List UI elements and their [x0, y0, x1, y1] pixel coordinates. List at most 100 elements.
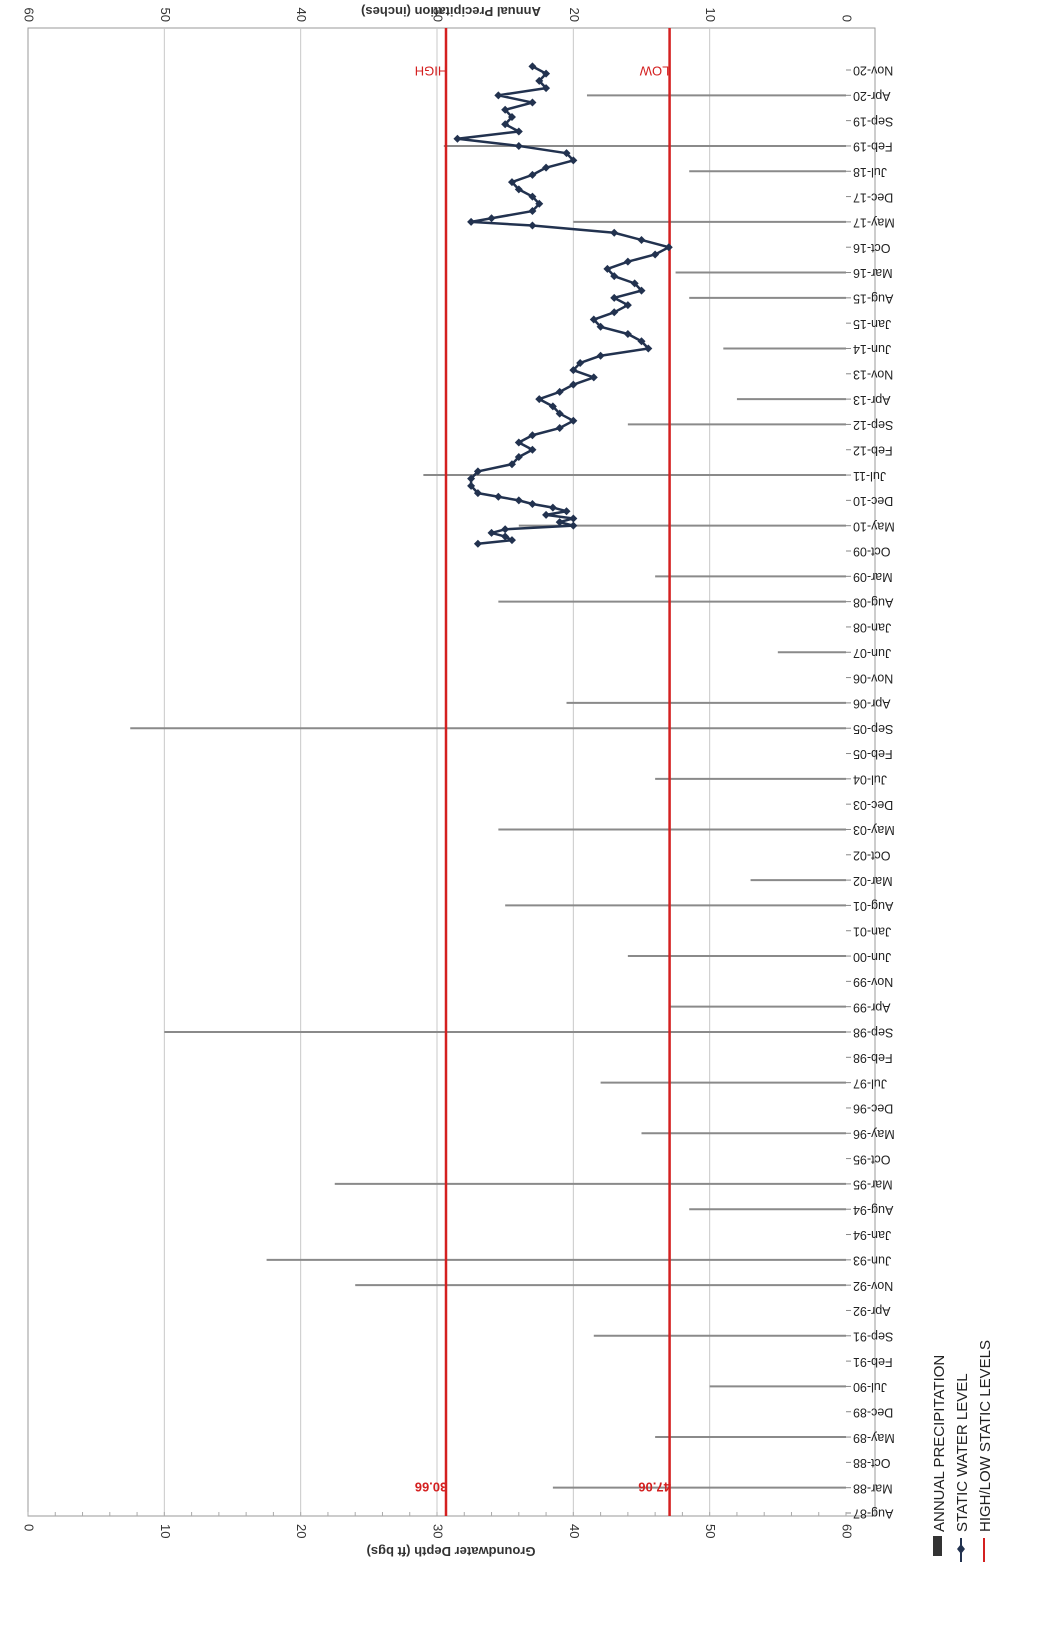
- water-level-point: [596, 351, 605, 360]
- water-level-point: [501, 120, 510, 129]
- date-tick-label: Aug-08: [853, 595, 893, 609]
- date-tick-label: Aug-87: [853, 1507, 893, 1521]
- water-level-point: [514, 438, 523, 447]
- date-tick-label: May-96: [853, 1127, 895, 1141]
- water-level-point: [542, 69, 551, 78]
- water-level-point: [542, 163, 551, 172]
- precip-axis-title: Annual Precipitation (inches): [361, 4, 541, 19]
- date-tick-label: Oct-88: [853, 1456, 891, 1470]
- depth-tick-label: 0: [22, 1524, 37, 1531]
- water-level-point: [528, 170, 537, 179]
- date-tick-label: Aug-94: [853, 1203, 893, 1217]
- date-tick-label: Dec-89: [853, 1405, 893, 1419]
- date-tick-label: May-03: [853, 823, 895, 837]
- date-tick-label: Sep-12: [853, 418, 893, 432]
- date-tick-label: Jan-15: [853, 317, 891, 331]
- legend-water-label: STATIC WATER LEVEL: [954, 1373, 971, 1532]
- date-tick-label: Apr-20: [853, 89, 891, 103]
- date-tick-label: Feb-05: [853, 747, 893, 761]
- water-level-point: [596, 322, 605, 331]
- depth-tick-label: 60: [840, 1524, 855, 1538]
- water-level-point: [501, 532, 510, 541]
- precip-tick-label: 10: [703, 8, 718, 22]
- water-level-point: [467, 481, 476, 490]
- legend-highlow-label: HIGH/LOW STATIC LEVELS: [977, 1340, 994, 1532]
- water-level-point: [644, 344, 653, 353]
- water-level-point: [507, 178, 516, 187]
- water-level-point: [528, 62, 537, 71]
- legend-precip-swatch: [933, 1536, 942, 1556]
- legend-precip-label: ANNUAL PRECIPITATION: [931, 1355, 948, 1532]
- reference-value-high: 30.66: [415, 1480, 448, 1495]
- date-tick-label: Feb-98: [853, 1051, 893, 1065]
- water-level-point: [569, 366, 578, 375]
- date-tick-label: May-17: [853, 216, 895, 230]
- water-level-point: [507, 536, 516, 545]
- water-level-point: [542, 510, 551, 519]
- date-tick-label: Feb-12: [853, 443, 893, 457]
- date-tick-label: Dec-03: [853, 798, 893, 812]
- precip-tick-label: 60: [22, 8, 37, 22]
- depth-tick-label: 40: [567, 1524, 582, 1538]
- legend-item-high-low: HIGH/LOW STATIC LEVELS: [977, 1340, 994, 1562]
- water-level-point: [487, 214, 496, 223]
- date-tick-label: Dec-17: [853, 190, 893, 204]
- date-tick-label: Jul-18: [853, 165, 887, 179]
- water-level-point: [467, 474, 476, 483]
- date-tick-label: Jan-08: [853, 621, 891, 635]
- date-tick-label: Nov-06: [853, 671, 893, 685]
- water-level-point: [555, 387, 564, 396]
- water-level-point: [494, 91, 503, 100]
- date-tick-label: Nov-99: [853, 975, 893, 989]
- date-tick-label: Jan-94: [853, 1228, 891, 1242]
- water-level-point: [467, 217, 476, 226]
- precip-tick-label: 0: [840, 15, 855, 22]
- water-level-point: [542, 84, 551, 93]
- date-tick-label: Aug-01: [853, 899, 893, 913]
- date-tick-label: Apr-13: [853, 393, 891, 407]
- date-tick-label: Feb-19: [853, 140, 893, 154]
- date-tick-label: Nov-92: [853, 1279, 893, 1293]
- water-level-point: [610, 272, 619, 281]
- water-level-point: [473, 539, 482, 548]
- water-level-point: [610, 293, 619, 302]
- water-level-point: [569, 514, 578, 523]
- water-level-point: [664, 243, 673, 252]
- date-tick-label: Oct-95: [853, 1152, 891, 1166]
- water-level-point: [473, 489, 482, 498]
- precip-tick-label: 50: [158, 8, 173, 22]
- water-level-series: [453, 62, 673, 548]
- water-level-point: [528, 445, 537, 454]
- water-level-point: [569, 380, 578, 389]
- depth-tick-label: 50: [703, 1524, 718, 1538]
- water-level-point: [535, 395, 544, 404]
- water-level-point: [514, 127, 523, 136]
- date-tick-label: Apr-92: [853, 1304, 891, 1318]
- reference-lines: HIGH 30.66 LOW 47.06: [415, 28, 671, 1516]
- water-level-point: [514, 452, 523, 461]
- date-tick-label: Sep-19: [853, 114, 893, 128]
- date-tick-label: Mar-02: [853, 874, 893, 888]
- water-level-point: [555, 518, 564, 527]
- date-tick-label: Dec-96: [853, 1102, 893, 1116]
- date-tick-label: Jun-14: [853, 342, 891, 356]
- reference-name-low: LOW: [639, 64, 669, 79]
- date-tick-label: Apr-99: [853, 1000, 891, 1014]
- water-level-point: [623, 257, 632, 266]
- water-level-point: [610, 228, 619, 237]
- legend-item-precipitation: ANNUAL PRECIPITATION: [931, 1355, 948, 1556]
- depth-tick-label: 20: [294, 1524, 309, 1538]
- water-level-point: [528, 207, 537, 216]
- water-level-point: [473, 467, 482, 476]
- date-tick-label: Sep-05: [853, 722, 893, 736]
- water-level-point: [569, 416, 578, 425]
- date-tick-label: Aug-15: [853, 292, 893, 306]
- water-level-point: [569, 156, 578, 165]
- date-tick-label: Mar-88: [853, 1481, 893, 1495]
- date-tick-label: Sep-91: [853, 1329, 893, 1343]
- date-tick-label: Sep-98: [853, 1026, 893, 1040]
- water-level-point: [487, 528, 496, 537]
- water-level-point: [528, 98, 537, 107]
- date-tick-label: Jun-93: [853, 1254, 891, 1268]
